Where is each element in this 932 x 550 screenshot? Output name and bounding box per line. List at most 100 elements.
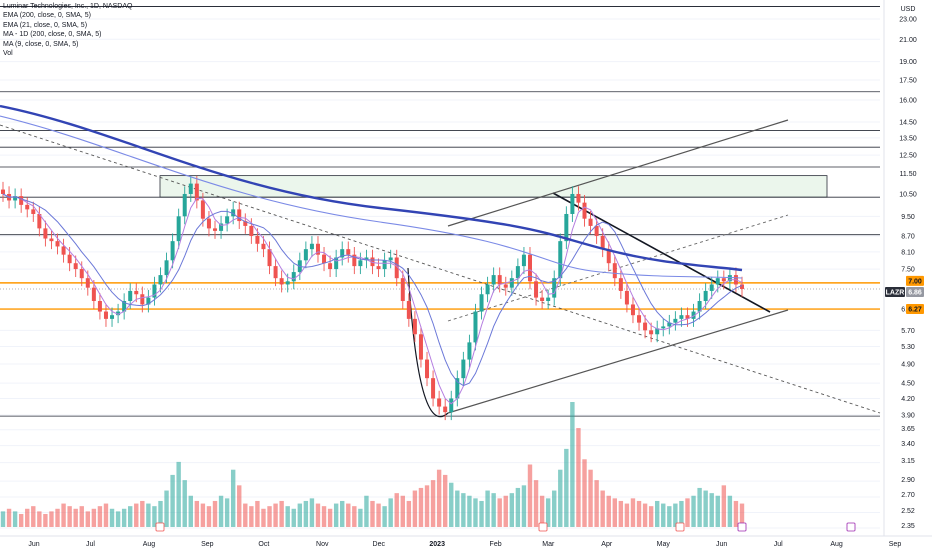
volume-bar — [115, 511, 121, 527]
time-tick-label: Aug — [830, 541, 843, 548]
volume-bar — [612, 498, 617, 527]
ema200-line — [0, 104, 743, 272]
volume-bar — [564, 448, 569, 527]
volume-bar — [558, 469, 563, 527]
candle-body — [213, 228, 218, 231]
candle-body — [358, 260, 363, 267]
volume-bar — [442, 474, 448, 527]
volume-bar — [206, 506, 212, 527]
legend-volume[interactable]: Vol — [3, 50, 13, 58]
candle-body — [61, 246, 66, 255]
volume-bar — [85, 511, 91, 527]
candle-body — [188, 183, 193, 194]
price-candles — [1, 175, 744, 421]
price-badge-bg — [885, 286, 905, 297]
candle-body — [237, 209, 242, 222]
candle-body — [461, 359, 466, 379]
candle-body — [376, 266, 381, 270]
candle-body — [315, 243, 320, 255]
candle-body — [740, 284, 744, 289]
volume-bar — [636, 500, 642, 527]
candle-body — [576, 193, 581, 203]
legend-ema21[interactable]: EMA (21, close, 0, SMA, 5) — [3, 21, 88, 29]
candle-body — [582, 202, 587, 219]
candle-body — [231, 209, 236, 217]
ma200-line — [0, 115, 743, 279]
candle-body — [55, 241, 60, 247]
time-tick-label: Jun — [716, 541, 727, 548]
volume-bar — [388, 498, 393, 527]
volume-bar — [218, 495, 224, 527]
candle-body — [267, 249, 272, 267]
candle-body — [370, 257, 375, 267]
legend-ema200[interactable]: EMA (200, close, 0, SMA, 5) — [3, 12, 91, 20]
candle-body — [527, 254, 532, 282]
candle-body — [322, 254, 327, 264]
candle-body — [164, 260, 169, 276]
time-tick-label: Aug — [143, 541, 156, 548]
volume-bar — [424, 485, 430, 527]
volume-bar — [237, 485, 242, 527]
price-badge-label: LAZR — [886, 289, 905, 296]
volume-bar — [315, 503, 321, 527]
price-tick-label: 8.10 — [901, 249, 915, 256]
time-tick-label: 2023 — [429, 541, 445, 548]
time-axis: Jun Jul Aug Sep Oct Nov Dec 2023 Feb Mar Apr May Jun… — [0, 535, 932, 548]
volume-bar — [382, 506, 387, 527]
candle-body — [515, 266, 520, 279]
candle-body — [727, 275, 732, 282]
volume-bar — [194, 500, 200, 527]
volume-bar — [79, 506, 84, 527]
volume-bar — [400, 495, 405, 527]
candle-body — [158, 275, 163, 285]
volume-bar — [661, 503, 666, 527]
candle-body — [497, 275, 502, 285]
ma9-line — [2, 193, 743, 405]
candle-body — [564, 213, 569, 242]
candle-body — [261, 243, 266, 250]
chart-legend: Luminar Technologies, Inc., 1D, NASDAQ E… — [3, 2, 132, 58]
candle-body — [600, 235, 605, 250]
time-tick-label: Jul — [86, 541, 95, 548]
candle-body — [116, 311, 121, 316]
triangle-resistance-line — [552, 192, 771, 313]
candle-body — [291, 272, 296, 282]
volume-bar — [267, 506, 272, 527]
legend-ma9[interactable]: MA (9, close, 0, SMA, 5) — [3, 40, 79, 48]
dashed-downtrend-line — [0, 124, 881, 414]
volume-bar — [49, 511, 54, 527]
volume-bar — [0, 511, 6, 527]
candle-body — [382, 260, 387, 270]
time-tick-label: Dec — [373, 541, 386, 548]
volume-bar — [37, 511, 42, 527]
volume-bar — [158, 500, 163, 527]
volume-bar — [521, 485, 527, 527]
volume-bar — [346, 503, 351, 527]
price-badge-label: 6.86 — [908, 289, 922, 296]
legend-ma200-1d[interactable]: MA - 1D (200, close, 0, SMA, 5) — [3, 31, 102, 39]
candle-body — [455, 378, 460, 399]
volume-bar — [461, 493, 466, 527]
event-marker — [155, 522, 165, 532]
candle-body — [19, 196, 24, 205]
price-tick-label: 8.70 — [901, 233, 915, 240]
volume-bar — [243, 503, 248, 527]
event-marker — [737, 522, 747, 532]
candle-body — [546, 297, 551, 302]
volume-bar — [200, 503, 206, 527]
price-tick-label: 16.00 — [899, 97, 917, 104]
candle-body — [606, 249, 611, 264]
volume-bar — [667, 506, 672, 527]
horizontal-levels — [0, 6, 880, 417]
candle-body — [49, 238, 54, 242]
volume-bar — [128, 506, 133, 527]
price-tick-label: 4.20 — [901, 396, 915, 403]
volume-bar — [321, 506, 327, 527]
candle-body — [206, 218, 211, 229]
candle-body — [655, 328, 660, 335]
event-marker — [538, 522, 548, 532]
price-tick-label: 11.50 — [900, 171, 917, 178]
price-tick-label: 13.50 — [899, 135, 917, 142]
channel-mid-line — [447, 214, 789, 322]
